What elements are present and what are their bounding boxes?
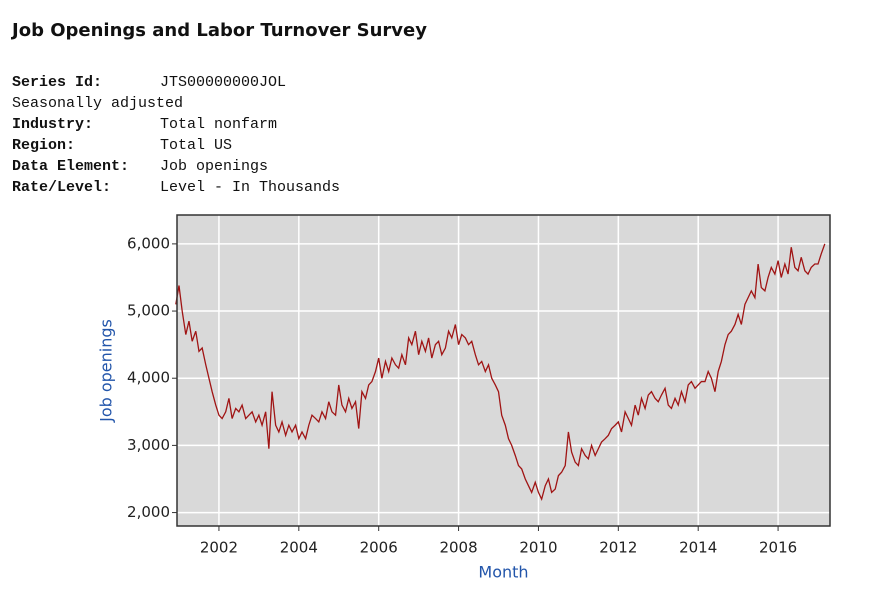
x-tick-label: 2004: [280, 539, 318, 557]
y-tick-label: 5,000: [127, 302, 170, 320]
meta-value: JTS00000000JOL: [160, 74, 287, 91]
y-tick-label: 6,000: [127, 234, 170, 252]
plot-area: [177, 215, 830, 526]
x-axis-label: Month: [478, 563, 528, 582]
y-tick-label: 2,000: [127, 503, 170, 521]
meta-label: Industry:: [12, 116, 94, 133]
meta-label: Region:: [12, 137, 76, 154]
meta-value: Total nonfarm: [160, 116, 278, 133]
y-tick-label: 4,000: [127, 369, 170, 387]
y-axis-label: Job openings: [97, 319, 116, 423]
x-tick-label: 2002: [200, 539, 238, 557]
meta-value: Seasonally adjusted: [12, 95, 184, 112]
data-line: [175, 243, 826, 502]
meta-value: Level - In Thousands: [160, 179, 341, 196]
x-tick-label: 2016: [759, 539, 797, 557]
x-tick-label: 2006: [360, 539, 398, 557]
plot-border: [176, 214, 831, 527]
x-tick-label: 2012: [599, 539, 637, 557]
meta-value: Total US: [160, 137, 233, 154]
y-tick-label: 3,000: [127, 436, 170, 454]
x-tick-label: 2014: [679, 539, 717, 557]
meta-label: Data Element:: [12, 158, 130, 175]
meta-label: Series Id:: [12, 74, 103, 91]
page-title: Job Openings and Labor Turnover Survey: [12, 20, 427, 41]
meta-value: Job openings: [160, 158, 269, 175]
x-tick-label: 2010: [519, 539, 557, 557]
meta-label: Rate/Level:: [12, 179, 112, 196]
x-tick-label: 2008: [439, 539, 477, 557]
